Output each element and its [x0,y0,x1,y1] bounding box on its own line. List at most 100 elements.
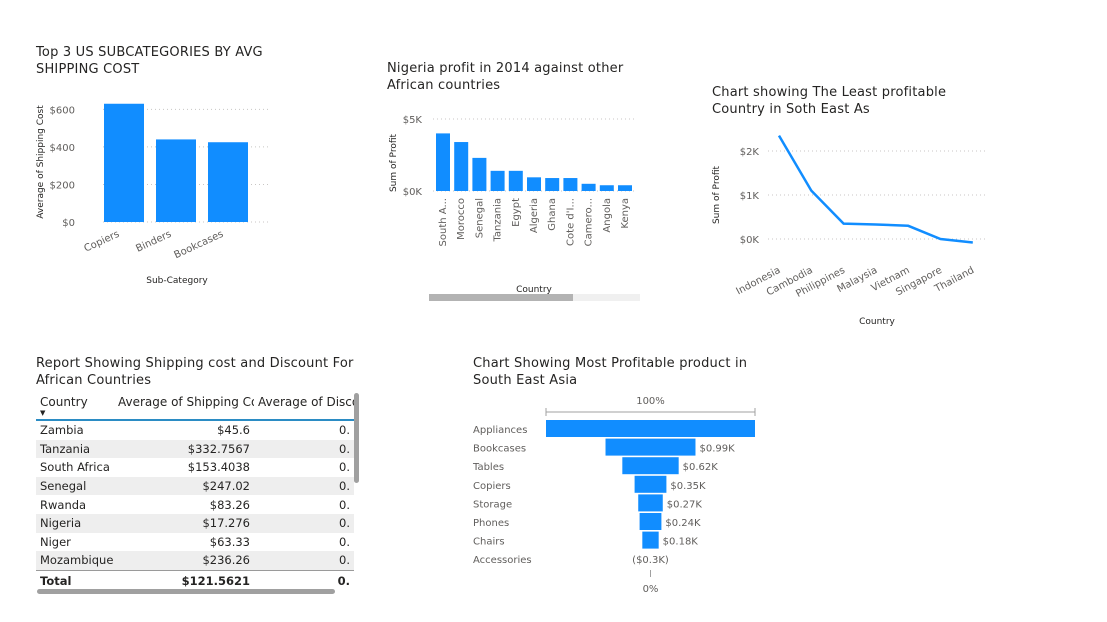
table-horizontal-scrollbar[interactable] [37,589,335,594]
bar-country[interactable] [563,178,578,191]
funnel-bar-copiers[interactable] [634,475,667,493]
bar-country[interactable] [527,177,541,191]
sea-profit-line-chart[interactable]: $0K$1K$2KIndonesiaCambodiaPhilippinesMal… [700,120,1020,340]
funnel-bottom-label: 0% [643,584,659,595]
product-profit-funnel-chart[interactable]: 100% Appliances Bookcases $0.99K Tables $0.62… [470,390,810,600]
y-axis-title: Sum of Profit [389,134,399,193]
funnel-bar-phones[interactable] [639,513,662,530]
x-tick-label: Angola [602,198,613,233]
y-tick-label: $0K [740,235,760,246]
x-tick-label: South A... [438,198,449,246]
shipping-cost-bar-chart[interactable]: $0 $200 $400 $600 Copiers Binders Bookcases Sub… [0,90,300,310]
table-title: Report Showing Shipping cost and Discoun… [36,356,354,388]
bar-country[interactable] [581,183,596,191]
cell-shipping-cost: $236.26 [114,551,254,571]
y-tick-label: $0 [62,218,75,229]
bar-country[interactable] [618,185,632,191]
funnel-category-label: Accessories [473,555,532,566]
y-tick-label: $200 [50,180,75,191]
bar-bookcases[interactable] [208,142,248,222]
y-tick-label: $2K [740,147,760,158]
nigeria-profit-bar-chart[interactable]: $0K $5K South A... Morocco Senegal Tanzania Eg… [380,105,680,325]
cell-country: Mozambique [36,551,114,571]
table-vertical-scrollbar[interactable] [354,393,359,483]
bar-binders[interactable] [156,139,196,222]
bar-copiers[interactable] [104,103,144,222]
sea-chart-title: Chart showing The Least profitable Count… [712,85,947,117]
table-row[interactable]: South Africa $153.4038 0. [36,458,354,477]
table-row[interactable]: Rwanda $83.26 0. [36,495,354,514]
x-axis-title: Country [859,317,895,327]
nigeria-chart-title: Nigeria profit in 2014 against other Afr… [387,61,624,93]
y-axis-title: Sum of Profit [712,166,722,225]
y-tick-label: $1K [740,191,760,202]
bar-country[interactable] [599,185,614,191]
cell-shipping-cost: $45.6 [217,423,250,438]
y-tick-label: $400 [50,143,75,154]
funnel-top-label: 100% [636,396,665,407]
x-tick-label: Egypt [511,198,522,227]
table-row[interactable]: Tanzania $332.7567 0. [36,439,354,459]
funnel-bar-chairs[interactable] [642,531,659,549]
cell-shipping-cost: $63.33 [209,534,250,549]
cell-discount: 0. [339,460,350,475]
bar-country[interactable] [472,157,487,191]
table-row[interactable]: Zambia $45.6 0. [36,420,354,440]
x-tick-label: Binders [134,229,173,255]
bar-country[interactable] [545,178,560,191]
cell-discount: 0. [254,439,354,459]
funnel-bar-tables[interactable] [622,457,679,475]
x-tick-label: Algeria [529,198,540,233]
table-row[interactable]: Senegal $247.02 0. [36,476,354,496]
funnel-category-label: Storage [473,499,512,510]
bar-country[interactable] [454,142,469,191]
x-tick-label: Copiers [82,229,121,255]
y-axis-title: Average of Shipping Cost [36,105,46,219]
cell-discount: 0. [254,513,354,533]
cell-country: Rwanda [40,497,87,512]
funnel-category-label: Phones [473,518,509,529]
funnel-value-label: $0.24K [665,518,701,529]
x-axis-title: Sub-Category [146,276,208,286]
cell-shipping-cost: $17.276 [114,513,254,533]
table-row[interactable]: Niger $63.33 0. [36,533,354,552]
bar-country[interactable] [490,170,505,191]
column-header-country[interactable]: Country ▼ [36,393,114,420]
funnel-bar-appliances[interactable] [546,420,755,437]
funnel-category-label: Bookcases [473,444,526,455]
funnel-category-label: Copiers [473,481,511,492]
shipping-discount-table[interactable]: Country▼ Average of Shipping Cost Averag… [36,393,354,591]
cell-shipping-cost: $332.7567 [114,439,254,459]
horizontal-scrollbar-thumb[interactable] [429,294,573,301]
cell-country: Niger [40,534,71,549]
cell-discount: 0. [339,534,350,549]
shipping-chart-title: Top 3 US SUBCATEGORIES BY AVG SHIPPING C… [36,45,263,77]
table-row[interactable]: Mozambique $236.26 0. [36,551,354,571]
bar-country[interactable] [508,170,523,191]
cell-discount: 0. [254,476,354,496]
funnel-chart-title: Chart Showing Most Profitable product in… [473,356,748,388]
column-header-discount[interactable]: Average of Discou [258,395,354,409]
funnel-category-label: Appliances [473,425,527,436]
funnel-bar-bookcases[interactable] [605,438,696,456]
profit-line-series[interactable] [777,134,973,244]
bar-country[interactable] [436,133,450,191]
x-tick-label: Senegal [474,198,485,238]
table-total-row: Total $121.5621 0. [36,569,354,591]
cell-country: Zambia [40,423,84,438]
cell-country: Tanzania [36,439,114,459]
x-tick-label: Cote d'I... [565,198,576,246]
x-axis-title: Country [516,285,552,295]
total-label: Total [36,569,114,591]
funnel-value-label: ($0.3K) [632,555,669,566]
column-header-shipping[interactable]: Average of Shipping Cost [118,395,254,409]
funnel-bar-storage[interactable] [638,494,663,512]
table-header-row: Country▼ Average of Shipping Cost Averag… [36,393,354,420]
x-tick-label: Morocco [456,198,467,240]
table-row[interactable]: Nigeria $17.276 0. [36,513,354,533]
total-shipping-cost: $121.5621 [114,569,254,591]
funnel-value-label: $0.62K [683,462,719,473]
cell-shipping-cost: $153.4038 [187,460,250,475]
cell-discount: 0. [339,423,350,438]
y-tick-label: $600 [50,105,75,116]
